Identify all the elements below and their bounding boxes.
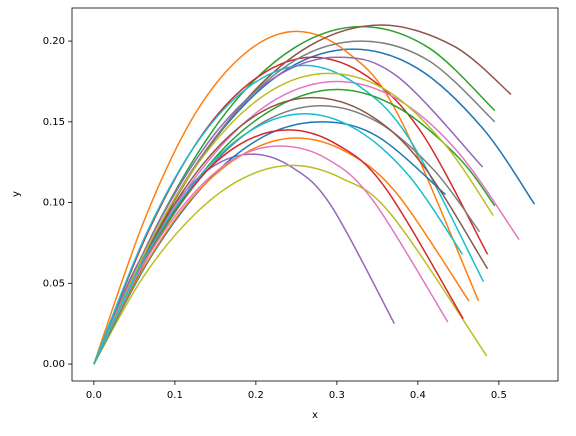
y-tick-label: 0.00 xyxy=(43,359,65,370)
y-axis-label: y xyxy=(11,191,22,197)
y-tick-label: 0.05 xyxy=(43,278,65,289)
x-tick-label: 0.5 xyxy=(491,390,507,401)
x-tick-label: 0.0 xyxy=(86,390,102,401)
trajectory-line xyxy=(93,153,396,365)
trajectory-line xyxy=(93,72,494,365)
trajectory-line xyxy=(93,56,489,365)
y-tick-label: 0.20 xyxy=(43,36,65,47)
plot-frame xyxy=(71,7,559,382)
y-tick-label: 0.10 xyxy=(43,198,65,209)
x-tick-label: 0.3 xyxy=(329,390,345,401)
trajectory-line xyxy=(93,96,489,365)
trajectory-line xyxy=(93,137,470,365)
x-tick-label: 0.2 xyxy=(248,390,264,401)
trajectory-line xyxy=(93,113,464,365)
y-tick-label: 0.15 xyxy=(43,117,65,128)
trajectory-line xyxy=(93,64,485,365)
x-tick-label: 0.4 xyxy=(410,390,426,401)
trajectory-line xyxy=(93,56,484,365)
x-axis-label: x xyxy=(312,410,318,421)
trajectory-line xyxy=(93,145,449,365)
trajectory-line xyxy=(93,30,480,365)
trajectory-line xyxy=(93,164,488,365)
x-tick-label: 0.1 xyxy=(167,390,183,401)
